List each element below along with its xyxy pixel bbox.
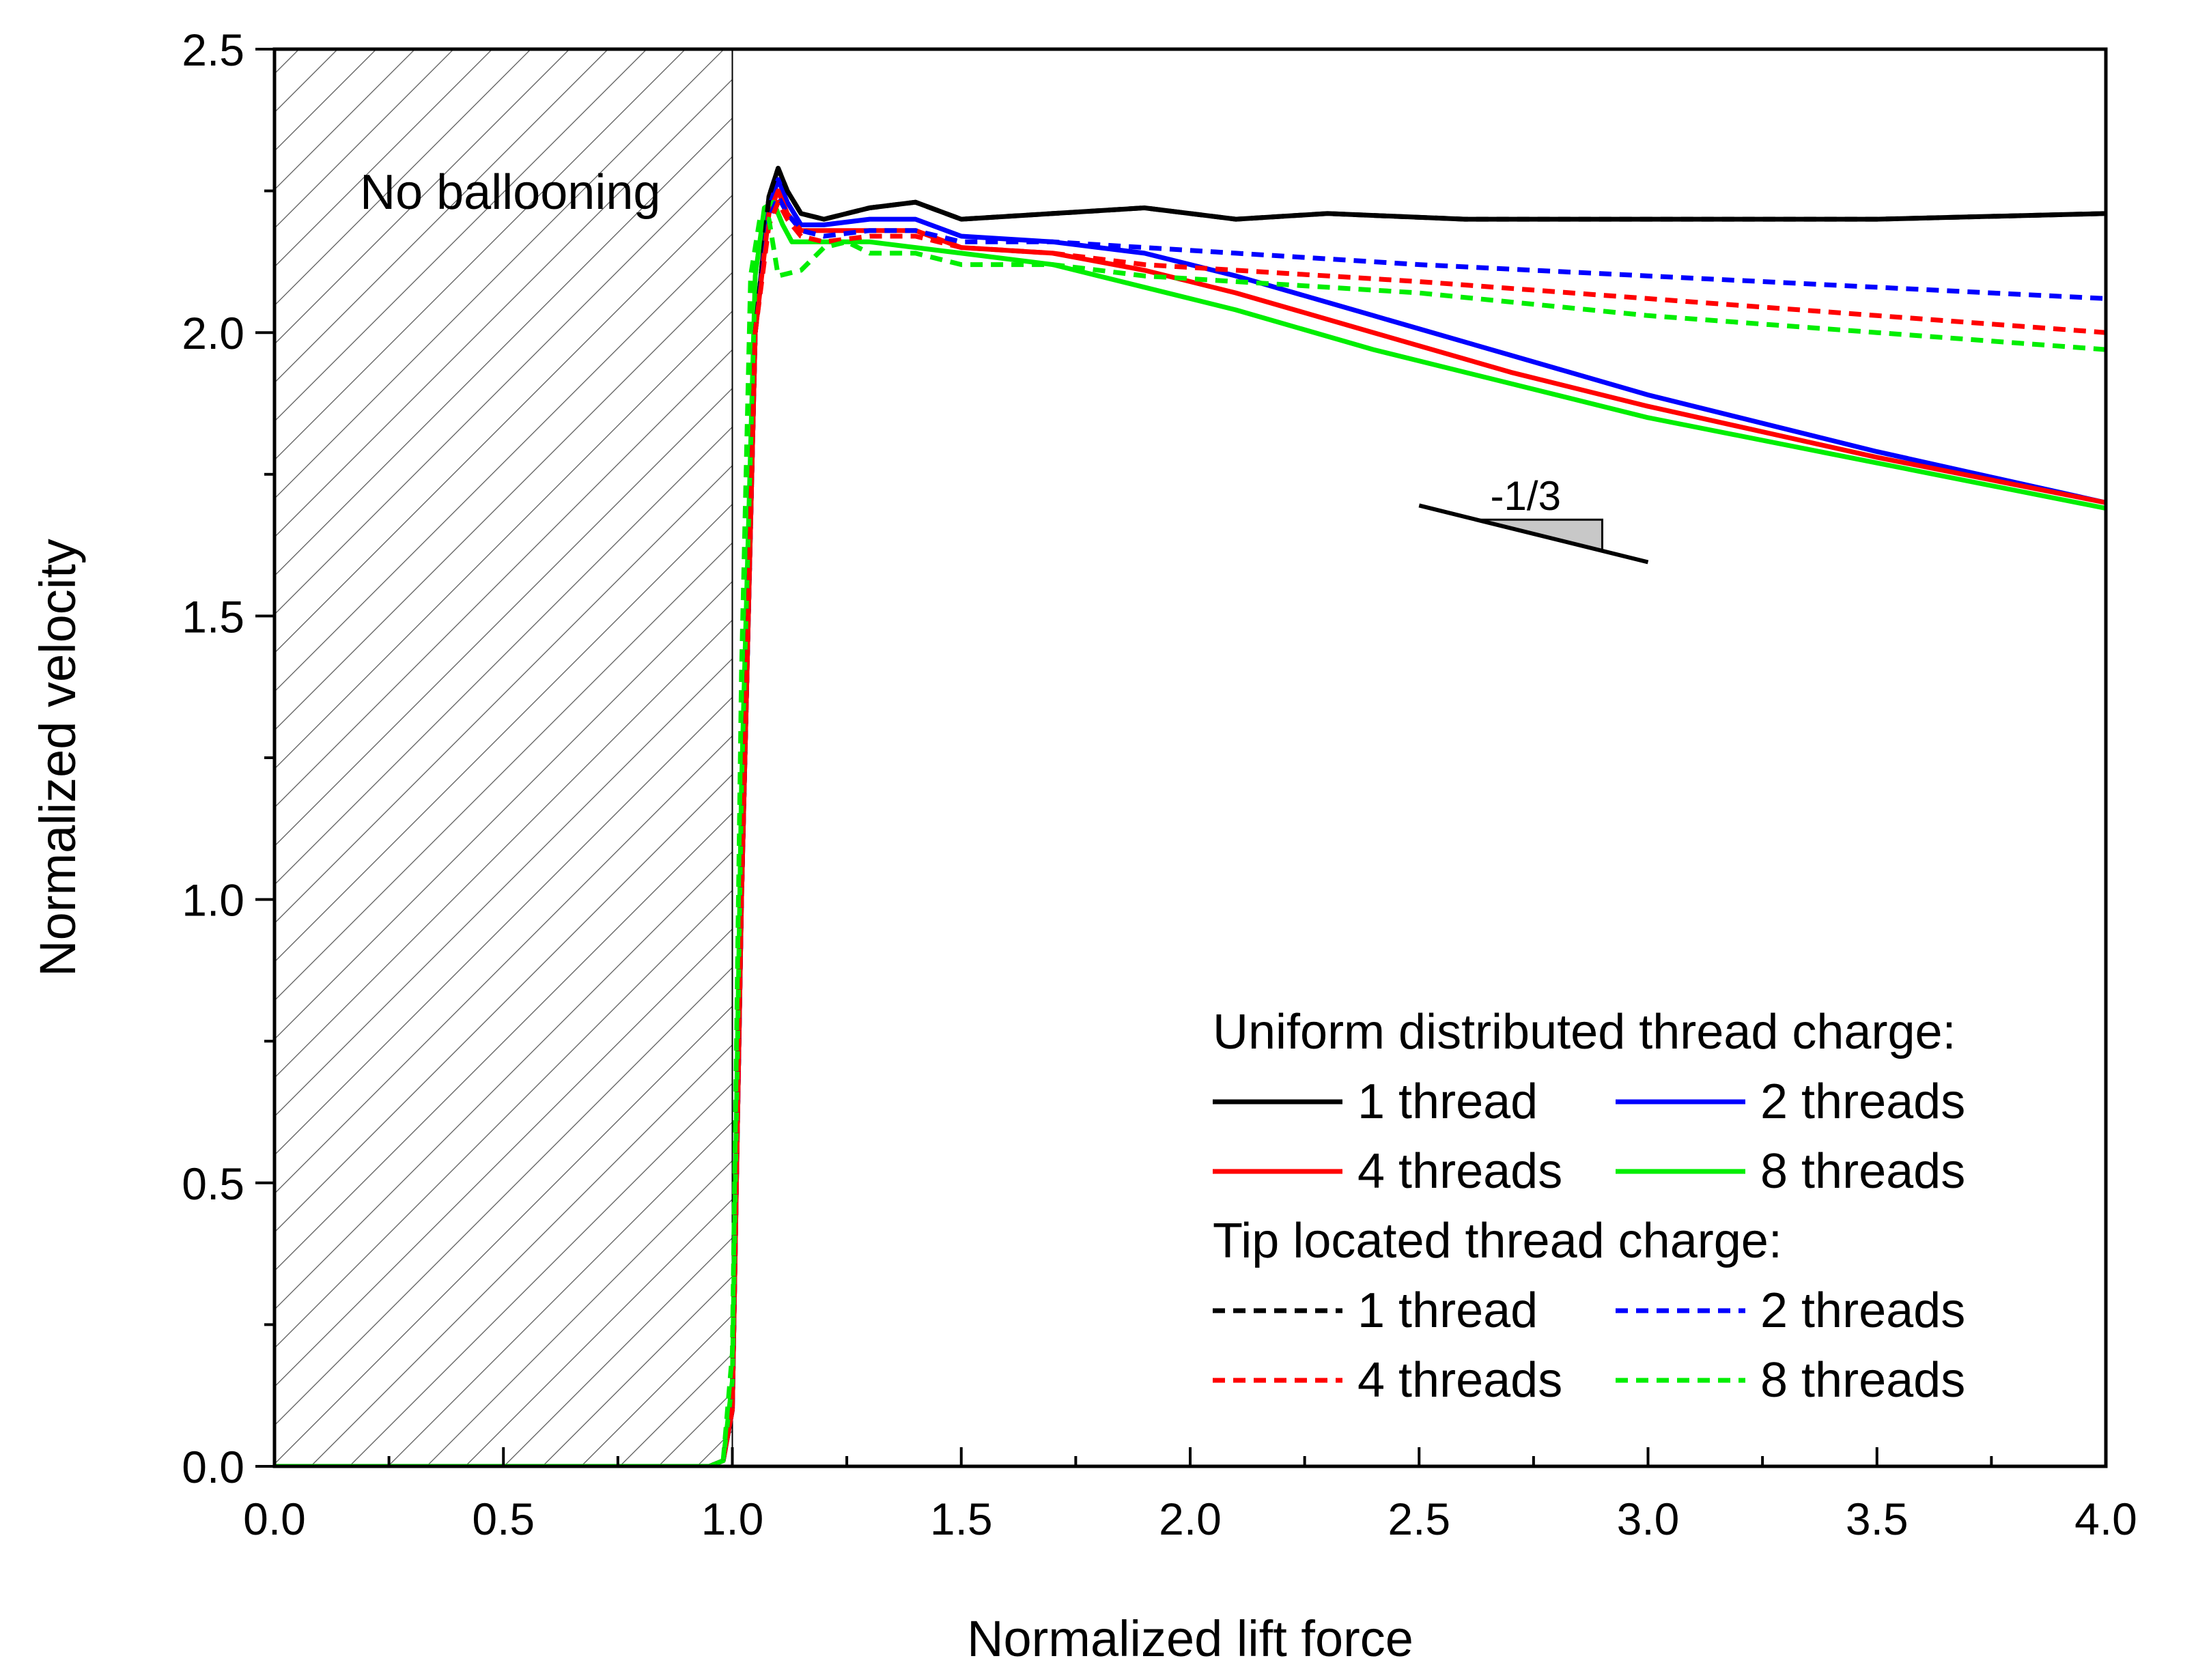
legend-entry-label: 8 threads [1760, 1353, 1965, 1408]
y-axis-title: Normalized velocity [29, 539, 86, 977]
y-tick-label: 2.0 [182, 308, 244, 358]
legend-entry-label: 2 threads [1760, 1074, 1965, 1129]
series-layer [274, 165, 2106, 1466]
x-tick-label: 2.0 [1159, 1494, 1222, 1544]
x-tick-label: 3.0 [1617, 1494, 1680, 1544]
x-tick-label: 1.0 [701, 1494, 764, 1544]
series-line [274, 216, 2106, 1466]
legend-entry-label: 4 threads [1357, 1353, 1562, 1408]
x-tick-label: 2.5 [1388, 1494, 1450, 1544]
legend-entry-label: 4 threads [1357, 1144, 1562, 1199]
no-ballooning-label: No ballooning [360, 165, 660, 220]
x-axis-title: Normalized lift force [967, 1610, 1413, 1667]
y-tick-label: 1.5 [182, 591, 244, 642]
x-tick-label: 3.5 [1846, 1494, 1909, 1544]
y-tick-label: 1.0 [182, 875, 244, 926]
legend-group-title: Uniform distributed thread charge: [1213, 1005, 1956, 1059]
x-tick-label: 0.0 [243, 1494, 306, 1544]
legend-entry-label: 1 thread [1357, 1283, 1538, 1338]
series-line [274, 194, 2106, 1466]
x-tick-label: 4.0 [2074, 1494, 2137, 1544]
legend: Uniform distributed thread charge: 1 thre… [1213, 1005, 1965, 1408]
legend-entry-label: 1 thread [1357, 1074, 1538, 1129]
legend-group-title: Tip located thread charge: [1213, 1214, 1782, 1268]
y-tick-label: 0.0 [182, 1442, 244, 1492]
y-tick-label: 2.5 [182, 25, 244, 75]
ticks-layer: 0.0 0.5 1.0 1.5 2.0 2.5 3.0 3.5 4.0 0.0 0.5 1.0 1.5 2… [182, 25, 2137, 1544]
slope-annotation: -1/3 [1418, 473, 1649, 565]
x-tick-label: 0.5 [472, 1494, 535, 1544]
x-tick-label: 1.5 [930, 1494, 993, 1544]
legend-entry-label: 8 threads [1760, 1144, 1965, 1199]
legend-entry-label: 2 threads [1760, 1283, 1965, 1338]
y-tick-label: 0.5 [182, 1158, 244, 1209]
no-ballooning-region [274, 49, 733, 1466]
series-line [274, 165, 2106, 1466]
slope-label: -1/3 [1491, 473, 1561, 519]
slope-line [1418, 503, 1649, 565]
